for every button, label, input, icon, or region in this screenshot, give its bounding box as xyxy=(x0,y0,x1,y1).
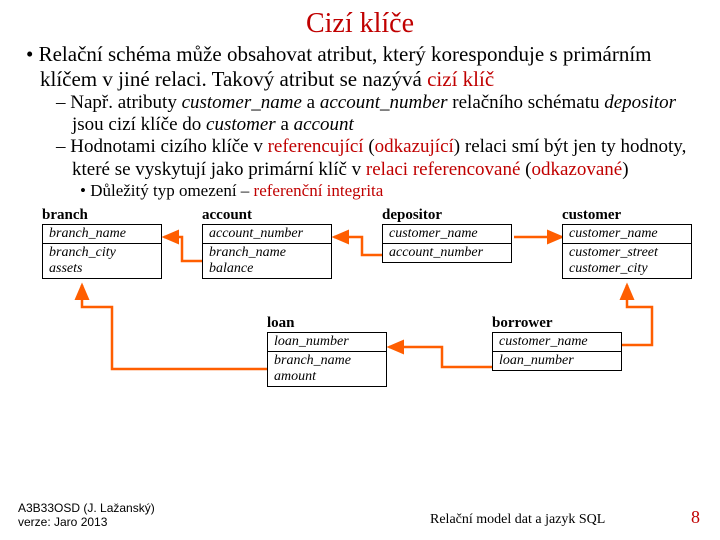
table-body: branch_cityassets xyxy=(43,244,161,278)
table-branch: branchbranch_namebranch_cityassets xyxy=(42,207,162,279)
table-title: account xyxy=(202,207,332,224)
table-title: loan xyxy=(267,315,387,332)
bullet-2a: Např. atributy customer_name a account_n… xyxy=(22,92,698,137)
table-title: customer xyxy=(562,207,692,224)
table-box: account_numberbranch_namebalance xyxy=(202,224,332,279)
table-title: depositor xyxy=(382,207,512,224)
fk-arrow-3 xyxy=(82,285,267,369)
table-box: customer_nameaccount_number xyxy=(382,224,512,263)
table-box: customer_namecustomer_streetcustomer_cit… xyxy=(562,224,692,279)
table-pk: branch_name xyxy=(43,225,161,244)
bullet-2b: Hodnotami cizího klíče v referencující (… xyxy=(22,136,698,181)
page-number: 8 xyxy=(691,507,700,528)
table-borrower: borrowercustomer_nameloan_number xyxy=(492,315,622,371)
bullet-1-term: cizí klíč xyxy=(427,67,494,91)
table-body: branch_nameamount xyxy=(268,352,386,386)
table-box: branch_namebranch_cityassets xyxy=(42,224,162,279)
table-loan: loanloan_numberbranch_nameamount xyxy=(267,315,387,387)
fk-arrow-0 xyxy=(164,237,202,261)
table-pk: loan_number xyxy=(268,333,386,352)
table-title: borrower xyxy=(492,315,622,332)
table-pk: account_number xyxy=(203,225,331,244)
table-pk: customer_name xyxy=(563,225,691,244)
table-body: account_number xyxy=(383,244,511,262)
er-diagram: branchbranch_namebranch_cityassetsaccoun… xyxy=(22,207,698,417)
footer-right: Relační model dat a jazyk SQL xyxy=(430,512,605,528)
table-box: customer_nameloan_number xyxy=(492,332,622,371)
fk-arrow-1 xyxy=(334,237,382,255)
table-account: accountaccount_numberbranch_namebalance xyxy=(202,207,332,279)
footer-left: A3B33OSD (J. Lažanský) verze: Jaro 2013 xyxy=(18,502,155,530)
table-body: customer_streetcustomer_city xyxy=(563,244,691,278)
table-box: loan_numberbranch_nameamount xyxy=(267,332,387,387)
bullet-3: Důležitý typ omezení – referenční integr… xyxy=(22,181,698,201)
table-customer: customercustomer_namecustomer_streetcust… xyxy=(562,207,692,279)
table-body: branch_namebalance xyxy=(203,244,331,278)
bullet-1: Relační schéma může obsahovat atribut, k… xyxy=(22,42,698,92)
bullet-1-text: Relační schéma může obsahovat atribut, k… xyxy=(39,42,652,91)
table-body: loan_number xyxy=(493,352,621,370)
bullet-list: Relační schéma může obsahovat atribut, k… xyxy=(22,42,698,201)
table-title: branch xyxy=(42,207,162,224)
slide-title: Cizí klíče xyxy=(22,8,698,40)
table-depositor: depositorcustomer_nameaccount_number xyxy=(382,207,512,263)
table-pk: customer_name xyxy=(493,333,621,352)
fk-arrow-5 xyxy=(389,347,492,367)
table-pk: customer_name xyxy=(383,225,511,244)
